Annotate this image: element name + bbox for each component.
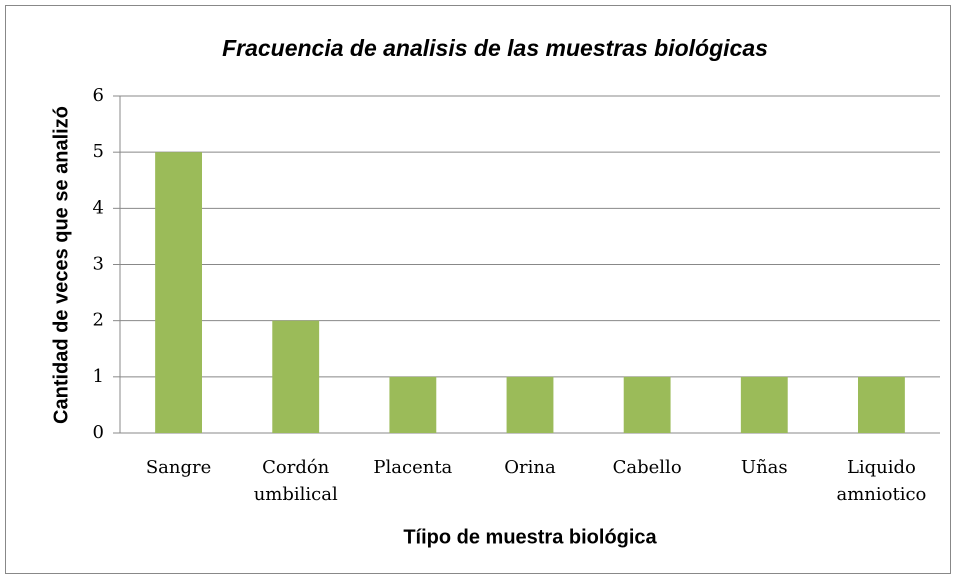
bar bbox=[155, 152, 202, 433]
x-tick-label: Cabello bbox=[612, 457, 682, 478]
y-tick-label: 2 bbox=[93, 310, 104, 331]
y-tick-label: 5 bbox=[93, 141, 104, 162]
y-tick-label: 6 bbox=[93, 85, 104, 106]
y-axis-title: Cantidad de veces que se analizó bbox=[50, 106, 72, 424]
bar bbox=[272, 320, 320, 433]
x-tick-label: Sangre bbox=[145, 457, 212, 478]
bar bbox=[858, 376, 905, 433]
bar bbox=[623, 376, 671, 433]
bar bbox=[389, 376, 437, 433]
y-tick-label: 1 bbox=[93, 366, 104, 387]
bar bbox=[506, 376, 554, 433]
x-tick-label: Liquido amniotico bbox=[836, 457, 927, 505]
x-axis-title: Tíipo de muestra biológica bbox=[403, 526, 657, 548]
chart-title: Fracuencia de analisis de las muestras b… bbox=[222, 35, 768, 61]
x-tick-label: Cordón umbilical bbox=[253, 457, 338, 505]
x-tick-label: Uñas bbox=[740, 457, 788, 478]
x-tick-label: Orina bbox=[504, 457, 556, 478]
y-tick-label: 0 bbox=[93, 422, 104, 443]
y-tick-label: 4 bbox=[93, 197, 104, 218]
bar bbox=[740, 376, 788, 433]
chart-border bbox=[5, 5, 951, 574]
x-tick-label: Placenta bbox=[373, 457, 453, 478]
y-tick-label: 3 bbox=[93, 254, 104, 275]
